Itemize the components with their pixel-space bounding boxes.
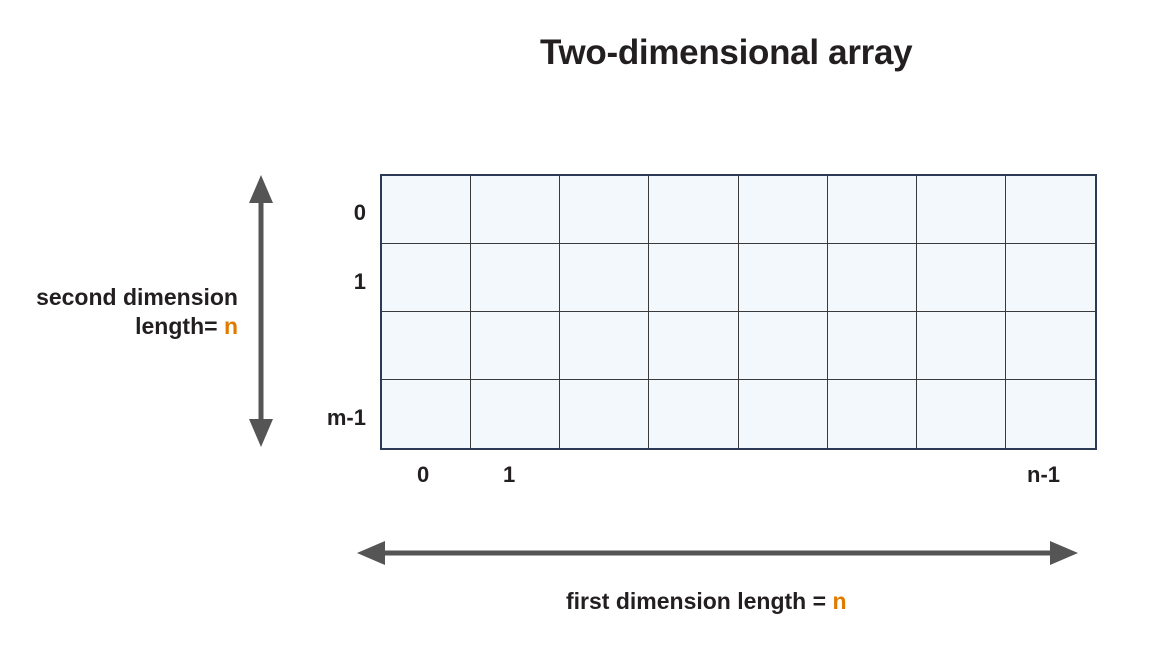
array-cell [471,176,561,244]
array-cell [738,380,828,448]
array-cell [649,176,739,244]
array-cell [827,380,917,448]
array-cell [382,176,472,244]
horizontal-double-arrow [357,541,1078,565]
array-cell [471,244,561,312]
vertical-double-arrow [249,175,273,447]
array-cell [649,244,739,312]
second-dimension-label: second dimension length= n [36,283,238,341]
second-dimension-line1: second dimension [36,284,238,310]
array-cell [560,244,650,312]
array-cell [738,176,828,244]
second-dimension-variable: n [223,313,238,339]
row-label-0: 0 [353,200,366,225]
array-grid [380,174,1097,450]
array-cell [916,380,1006,448]
array-cell [649,380,739,448]
array-cell [827,312,917,380]
array-cell [916,312,1006,380]
row-label-last: m-1 [326,405,366,430]
array-cell [471,380,561,448]
col-label-last: n-1 [1027,462,1060,487]
col-label-0: 0 [417,462,430,487]
array-cell [738,312,828,380]
array-cell [738,244,828,312]
array-cell [1005,380,1095,448]
array-cell [916,244,1006,312]
second-dimension-length-text: length= [135,313,224,339]
diagram-title: Two-dimensional array [540,33,913,72]
first-dimension-variable: n [832,588,847,614]
array-cell [382,312,472,380]
array-cell [471,312,561,380]
array-cell [560,176,650,244]
array-cell [827,244,917,312]
second-dimension-line2: length= n [36,312,238,341]
array-cell [827,176,917,244]
array-cell [916,176,1006,244]
row-label-1: 1 [353,269,366,294]
array-cell [382,244,472,312]
array-cell [560,380,650,448]
array-cell [1005,312,1095,380]
array-cell [560,312,650,380]
first-dimension-text: first dimension length = [566,588,833,614]
first-dimension-label: first dimension length = n [566,588,847,615]
col-label-1: 1 [503,462,516,487]
array-cell [1005,244,1095,312]
array-cell [1005,176,1095,244]
array-cell [382,380,472,448]
array-cell [649,312,739,380]
